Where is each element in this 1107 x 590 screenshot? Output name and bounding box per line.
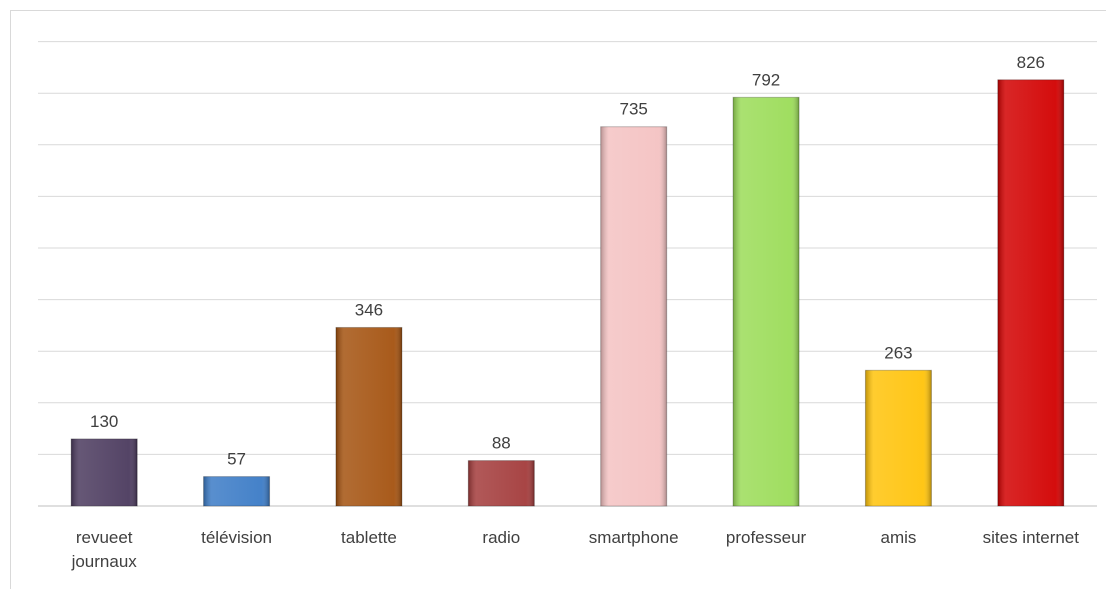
x-tick-label: radio <box>482 528 521 547</box>
bar <box>70 438 138 507</box>
value-label: 130 <box>90 412 118 431</box>
value-label: 263 <box>884 343 912 362</box>
x-tick-label: smartphone <box>588 528 679 547</box>
bar <box>732 96 800 507</box>
bar <box>600 126 668 507</box>
value-label: 57 <box>227 450 246 469</box>
x-tick-label: sites internet <box>982 528 1079 547</box>
value-label: 346 <box>355 300 383 319</box>
value-label: 792 <box>752 70 780 89</box>
bar <box>864 369 932 507</box>
bar <box>203 476 271 507</box>
x-tick-label: tablette <box>341 528 397 547</box>
x-tick-label: amis <box>880 528 917 547</box>
value-label: 735 <box>620 100 648 119</box>
bar <box>997 79 1065 507</box>
bar <box>335 326 403 507</box>
x-tick-label: télévision <box>201 528 272 547</box>
value-label: 826 <box>1017 53 1045 72</box>
bar <box>467 460 535 507</box>
chart-frame <box>10 10 1106 589</box>
value-label: 88 <box>492 434 511 453</box>
x-tick-label: revueet journaux <box>71 528 137 571</box>
x-tick-label: professeur <box>725 528 807 547</box>
